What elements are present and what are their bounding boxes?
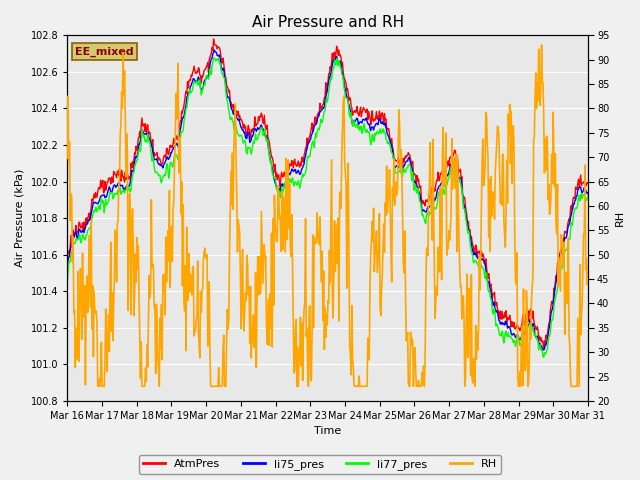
Y-axis label: RH: RH xyxy=(615,210,625,226)
li75_pres xyxy=(392,165,399,170)
li75_pres xyxy=(211,47,218,53)
li77_pres xyxy=(584,193,592,199)
AtmPres xyxy=(179,106,187,111)
li77_pres xyxy=(207,72,214,77)
RH xyxy=(180,297,188,303)
li77_pres xyxy=(127,189,134,195)
AtmPres xyxy=(540,347,548,353)
RH xyxy=(406,329,414,335)
RH xyxy=(73,356,81,361)
Line: AtmPres: AtmPres xyxy=(67,39,588,350)
li75_pres xyxy=(584,191,592,197)
RH xyxy=(538,42,545,48)
Legend: AtmPres, li75_pres, li77_pres, RH: AtmPres, li75_pres, li77_pres, RH xyxy=(139,455,501,474)
Line: li75_pres: li75_pres xyxy=(67,50,588,350)
Line: li77_pres: li77_pres xyxy=(67,58,588,357)
li75_pres xyxy=(127,179,134,184)
Text: EE_mixed: EE_mixed xyxy=(75,46,134,57)
AtmPres xyxy=(73,230,81,236)
RH xyxy=(584,263,592,269)
AtmPres xyxy=(63,262,71,268)
Line: RH: RH xyxy=(67,45,588,386)
li77_pres xyxy=(540,354,548,360)
li75_pres xyxy=(406,160,414,166)
li75_pres xyxy=(179,115,187,121)
RH xyxy=(127,312,135,317)
Title: Air Pressure and RH: Air Pressure and RH xyxy=(252,15,404,30)
li75_pres xyxy=(207,58,214,64)
li77_pres xyxy=(179,127,187,133)
RH xyxy=(207,384,215,389)
li77_pres xyxy=(63,279,71,285)
AtmPres xyxy=(406,156,414,162)
AtmPres xyxy=(584,180,592,186)
li77_pres xyxy=(211,55,218,61)
RH xyxy=(63,156,71,161)
AtmPres xyxy=(392,157,399,163)
li77_pres xyxy=(392,170,399,176)
RH xyxy=(392,194,399,200)
li75_pres xyxy=(539,347,547,353)
li75_pres xyxy=(63,262,71,267)
AtmPres xyxy=(207,52,214,58)
AtmPres xyxy=(210,36,218,42)
Y-axis label: Air Pressure (kPa): Air Pressure (kPa) xyxy=(15,169,25,267)
li75_pres xyxy=(73,234,81,240)
AtmPres xyxy=(127,174,134,180)
li77_pres xyxy=(73,237,81,242)
li77_pres xyxy=(406,164,414,170)
RH xyxy=(94,384,102,389)
X-axis label: Time: Time xyxy=(314,426,341,436)
